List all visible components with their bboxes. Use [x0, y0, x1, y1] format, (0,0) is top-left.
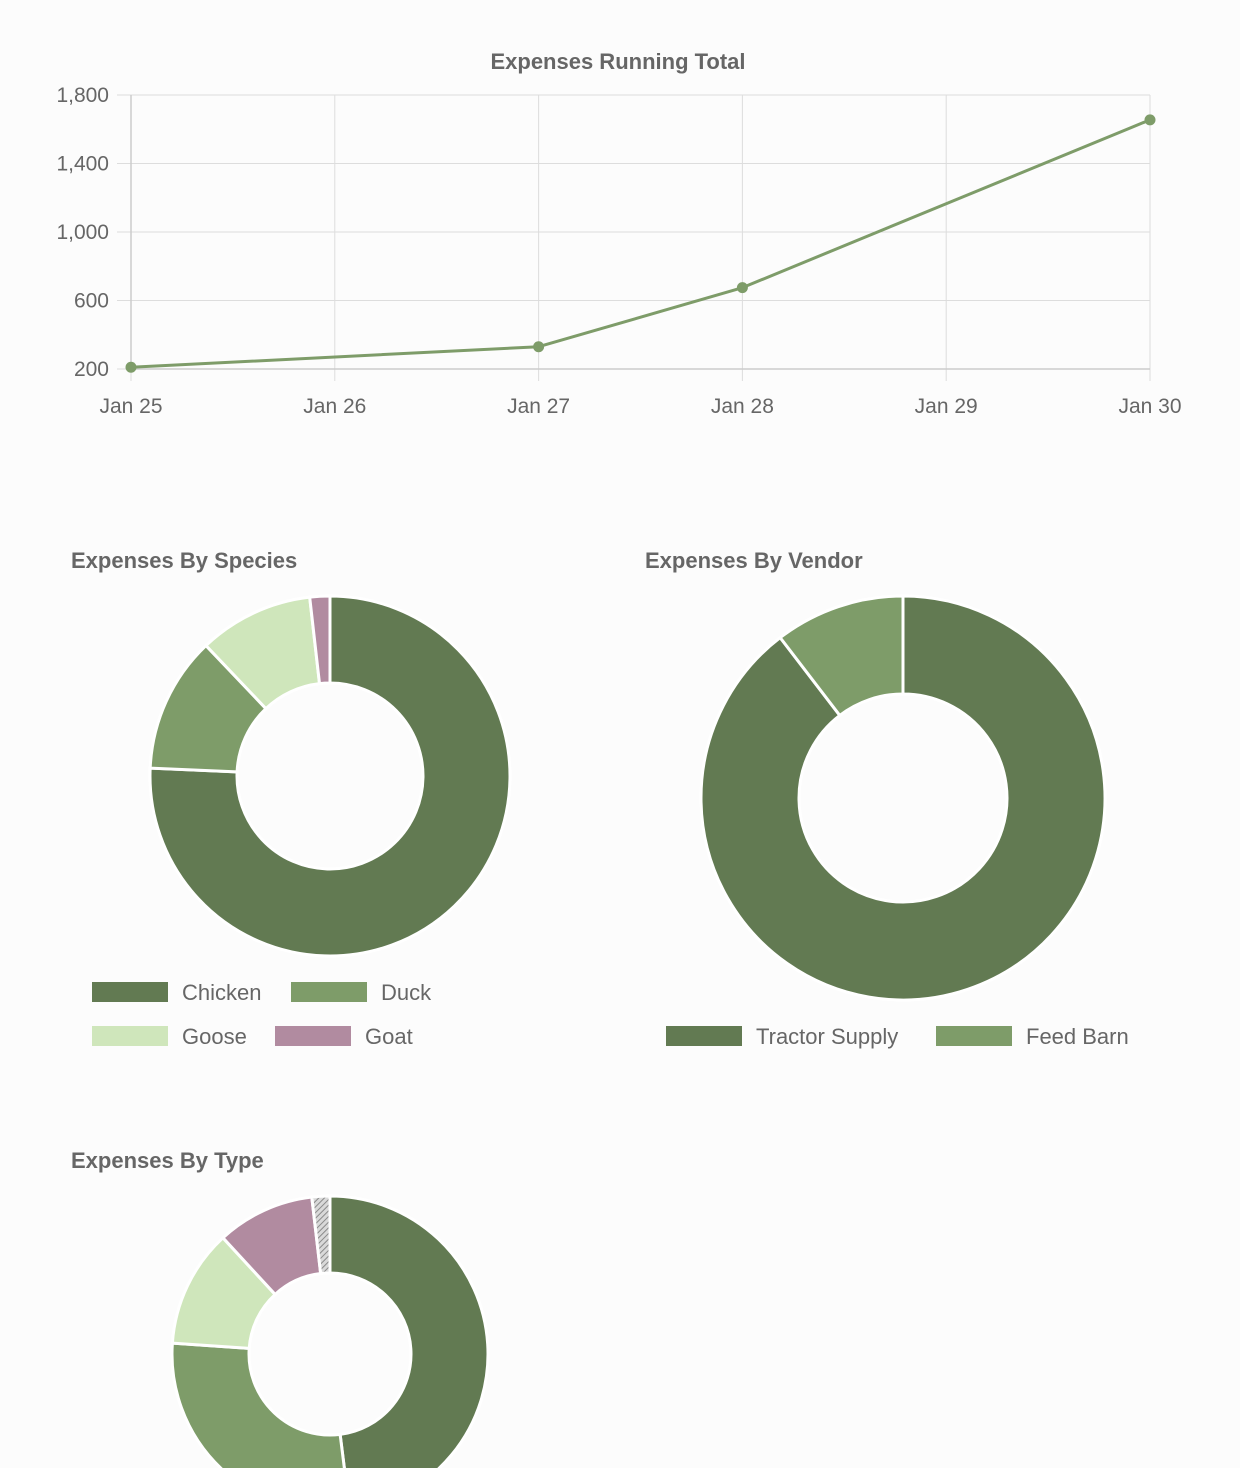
legend-label: Chicken	[182, 980, 261, 1005]
legend-label: Goat	[365, 1024, 413, 1049]
y-tick-label: 1,000	[56, 221, 109, 244]
species-slices	[148, 594, 512, 958]
data-point	[736, 282, 748, 294]
legend-swatch	[92, 1026, 168, 1046]
species-chart-title: Expenses By Species	[71, 548, 297, 573]
legend-swatch	[275, 1026, 351, 1046]
line-chart-x-axis: Jan 25 Jan 26 Jan 27 Jan 28 Jan 29 Jan 30	[99, 395, 1181, 418]
legend-swatch	[291, 982, 367, 1002]
x-tick-label: Jan 27	[507, 395, 570, 418]
x-tick-label: Jan 30	[1118, 395, 1181, 418]
y-tick-label: 200	[74, 358, 109, 381]
type-chart-title: Expenses By Type	[71, 1148, 264, 1173]
doughnut-slice	[148, 594, 512, 958]
data-point	[125, 361, 137, 373]
legend-label: Tractor Supply	[756, 1024, 898, 1049]
legend-label: Feed Barn	[1026, 1024, 1129, 1049]
line-chart-series	[125, 114, 1156, 373]
doughnut-slice	[308, 594, 332, 686]
x-tick-label: Jan 28	[711, 395, 774, 418]
x-tick-label: Jan 25	[99, 395, 162, 418]
series-line	[130, 118, 1151, 369]
species-doughnut-chart: Expenses By Species Chicken Duck Goose Goat	[71, 548, 512, 1049]
doughnut-slice	[328, 1194, 490, 1468]
legend-swatch	[92, 982, 168, 1002]
vendor-slices	[699, 594, 1107, 1002]
y-tick-label: 1,800	[56, 84, 109, 107]
species-legend: Chicken Duck Goose Goat	[92, 980, 432, 1049]
doughnut-slice	[699, 594, 1107, 1002]
vendor-legend: Tractor Supply Feed Barn	[666, 1024, 1129, 1049]
line-chart-y-axis: 1,800 1,400 1,000 600 200	[56, 84, 109, 381]
y-tick-label: 600	[74, 290, 109, 313]
vendor-doughnut-chart: Expenses By Vendor Tractor Supply Feed Ba…	[645, 548, 1129, 1049]
vendor-chart-title: Expenses By Vendor	[645, 548, 863, 573]
legend-swatch	[936, 1026, 1012, 1046]
doughnut-slice	[778, 594, 905, 718]
type-slices	[170, 1194, 490, 1468]
doughnut-slice	[310, 1194, 332, 1276]
running-total-line-chart: Expenses Running Total 1,800 1,400 1,000 60…	[56, 49, 1181, 418]
legend-label: Goose	[182, 1024, 247, 1049]
data-point	[533, 341, 545, 353]
y-tick-label: 1,400	[56, 153, 109, 176]
doughnut-slice	[170, 1341, 346, 1468]
legend-swatch	[666, 1026, 742, 1046]
type-doughnut-chart: Expenses By Type	[71, 1148, 490, 1468]
data-point	[1144, 114, 1156, 126]
x-tick-label: Jan 26	[303, 395, 366, 418]
line-chart-grid	[117, 94, 1151, 381]
x-tick-label: Jan 29	[915, 395, 978, 418]
running-total-title: Expenses Running Total	[490, 49, 745, 74]
legend-label: Duck	[381, 980, 432, 1005]
